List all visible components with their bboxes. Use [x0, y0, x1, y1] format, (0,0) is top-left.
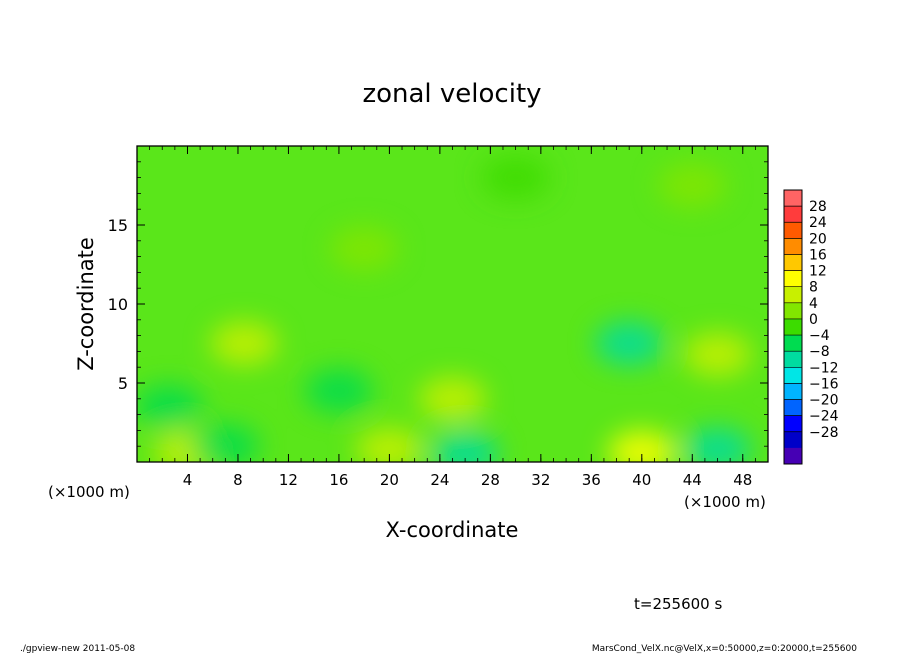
x-tick-label-7: 32 — [531, 471, 550, 489]
y-tick-label-0: 5 — [118, 374, 128, 393]
colorbar-band-1 — [784, 206, 802, 223]
x-tick-label-10: 44 — [683, 471, 702, 489]
colorbar-label-14: −28 — [809, 425, 839, 441]
y-ticks: 5 10 15 — [108, 161, 768, 447]
colorbar-band-14 — [784, 415, 802, 433]
colorbar-label-10: −12 — [809, 360, 839, 376]
colorbar-label-2: 20 — [809, 231, 827, 247]
heatmap-feature-14 — [658, 163, 727, 208]
x-tick-label-4: 20 — [380, 471, 399, 489]
x-tick-label-2: 12 — [279, 471, 298, 489]
colorbar-label-7: 0 — [809, 312, 818, 328]
time-annotation: t=255600 s — [634, 595, 722, 613]
colorbar-band-0 — [784, 190, 802, 207]
y-tick-label-1: 10 — [108, 295, 128, 314]
colorbar-band-3 — [784, 238, 802, 255]
colorbar-label-13: −24 — [809, 409, 839, 425]
heatmap-feature-8 — [431, 432, 500, 462]
colorbar-label-3: 16 — [809, 247, 827, 263]
x-ticks: 4 8 12 16 20 24 28 32 36 40 44 48 — [149, 146, 756, 489]
colorbar-band-16 — [784, 447, 802, 465]
footer-right: MarsCond_VelX.nc@VelX,x=0:50000,z=0:2000… — [592, 644, 857, 654]
x-tick-label-11: 48 — [733, 471, 752, 489]
x-tick-label-0: 4 — [183, 471, 193, 489]
colorbar-band-11 — [784, 367, 802, 384]
colorbar-label-9: −8 — [809, 344, 830, 360]
x-axis-label: X-coordinate — [386, 518, 519, 542]
heatmap-feature-10 — [683, 427, 752, 462]
colorbar-label-8: −4 — [809, 328, 830, 344]
colorbar-band-12 — [784, 383, 802, 400]
colorbar-label-12: −20 — [809, 393, 839, 409]
colorbar-band-13 — [784, 399, 802, 416]
colorbar-label-5: 8 — [809, 280, 818, 296]
footer-left: ./gpview-new 2011-05-08 — [20, 644, 135, 654]
x-tick-label-1: 8 — [233, 471, 243, 489]
x-unit-label-left: (×1000 m) — [48, 483, 130, 501]
colorbar-band-15 — [784, 431, 802, 449]
heatmap-feature-12 — [481, 155, 550, 200]
heatmap-feature-6 — [137, 384, 203, 429]
x-tick-label-6: 28 — [481, 471, 500, 489]
heatmap-feature-2 — [683, 332, 752, 377]
colorbar-band-9 — [784, 335, 802, 352]
colorbar-band-7 — [784, 302, 802, 320]
heatmap-feature-13 — [330, 226, 399, 271]
x-tick-label-3: 16 — [329, 471, 348, 489]
y-axis-label: Z-coordinate — [74, 237, 98, 371]
plot-area — [137, 146, 768, 462]
heatmap-feature-1 — [418, 376, 487, 421]
heatmap-feature-4 — [355, 427, 424, 462]
heatmap-feature-9 — [595, 321, 664, 366]
colorbar-label-11: −16 — [809, 376, 839, 392]
x-tick-label-8: 36 — [582, 471, 601, 489]
heatmap-feature-5 — [607, 430, 676, 462]
colorbar-band-2 — [784, 222, 802, 239]
colorbar-band-6 — [784, 286, 802, 304]
colorbar-label-6: 4 — [809, 296, 818, 312]
colorbar-label-1: 24 — [809, 215, 827, 231]
colorbar-band-10 — [784, 351, 802, 368]
colorbar-band-5 — [784, 270, 802, 288]
x-tick-label-5: 24 — [430, 471, 449, 489]
x-unit-label-right: (×1000 m) — [684, 493, 766, 511]
colorbar-frame — [783, 189, 803, 465]
colorbar-band-8 — [784, 318, 802, 336]
colorbar-label-0: 28 — [809, 199, 827, 215]
y-tick-label-2: 15 — [108, 216, 128, 235]
heatmap-feature-0 — [210, 321, 279, 366]
colorbar-band-4 — [784, 254, 802, 271]
heatmap-feature-11 — [191, 424, 260, 462]
heatmap-feature-7 — [304, 368, 373, 413]
chart-title: zonal velocity — [362, 79, 541, 109]
colorbar-label-4: 12 — [809, 264, 827, 280]
heatmap-features — [137, 155, 752, 462]
x-tick-label-9: 40 — [632, 471, 651, 489]
